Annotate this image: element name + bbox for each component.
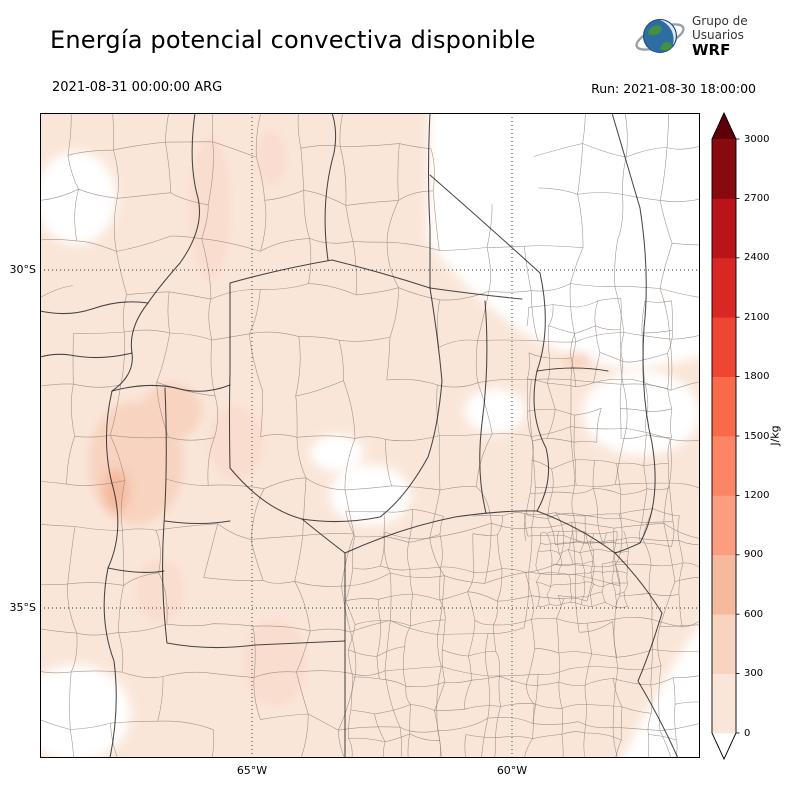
- colorbar-band: [712, 317, 736, 377]
- colorbar-band: [712, 257, 736, 318]
- lat-tick-label: 35°S: [9, 601, 36, 614]
- colorbar-under-arrow: [712, 733, 736, 759]
- colorbar-tick-label: 1800: [744, 371, 770, 383]
- minor-boundary-mesh: [524, 297, 675, 547]
- globe-icon: [635, 19, 685, 53]
- minor-boundary-mesh: [40, 113, 700, 758]
- run-time-label: Run: 2021-08-30 18:00:00: [591, 81, 756, 96]
- colorbar-over-arrow: [712, 113, 736, 139]
- province-boundaries: [40, 113, 679, 758]
- colorbar-band: [712, 198, 736, 259]
- logo-line1: Grupo de: [692, 13, 748, 28]
- colorbar-band: [712, 376, 736, 437]
- colorbar: [711, 111, 740, 761]
- minor-boundary-mesh: [345, 508, 700, 758]
- map-frame: [40, 113, 700, 758]
- colorbar-tick-label: 1500: [744, 430, 770, 442]
- lon-tick-label: 65°W: [236, 764, 268, 777]
- page-title: Energía potencial convectiva disponible: [50, 26, 536, 54]
- logo-line2: Usuarios: [692, 27, 744, 42]
- logo-line3: WRF: [692, 40, 731, 59]
- colorbar-tick-label: 300: [744, 668, 764, 680]
- colorbar-band: [712, 495, 736, 556]
- lat-tick-label: 30°S: [9, 263, 36, 276]
- colorbar-band: [712, 139, 736, 199]
- colorbar-band: [712, 673, 736, 734]
- valid-time-label: 2021-08-31 00:00:00 ARG: [52, 80, 223, 95]
- colorbar-band: [712, 436, 736, 496]
- colorbar-band: [712, 614, 736, 674]
- lon-tick-label: 60°W: [496, 764, 528, 777]
- cape-map: [40, 113, 700, 758]
- department-boundaries: [40, 113, 700, 758]
- colorbar-tick-label: 900: [744, 549, 764, 561]
- colorbar-tick-label: 1200: [744, 489, 770, 501]
- colorbar-tick-label: 3000: [744, 133, 770, 145]
- colorbar-tick-label: 600: [744, 608, 764, 620]
- map-panel: [40, 113, 700, 758]
- colorbar-tick-label: 2100: [744, 311, 770, 323]
- cape-shading: [40, 113, 700, 758]
- colorbar-tick-label: 2400: [744, 252, 770, 264]
- colorbar-band: [712, 554, 736, 615]
- colorbar-tick-label: 2700: [744, 192, 770, 204]
- wrf-users-group-logo: Grupo de Usuarios WRF: [634, 10, 748, 62]
- colorbar-tick-label: 0: [744, 727, 751, 739]
- logo-text: Grupo de Usuarios WRF: [692, 14, 748, 59]
